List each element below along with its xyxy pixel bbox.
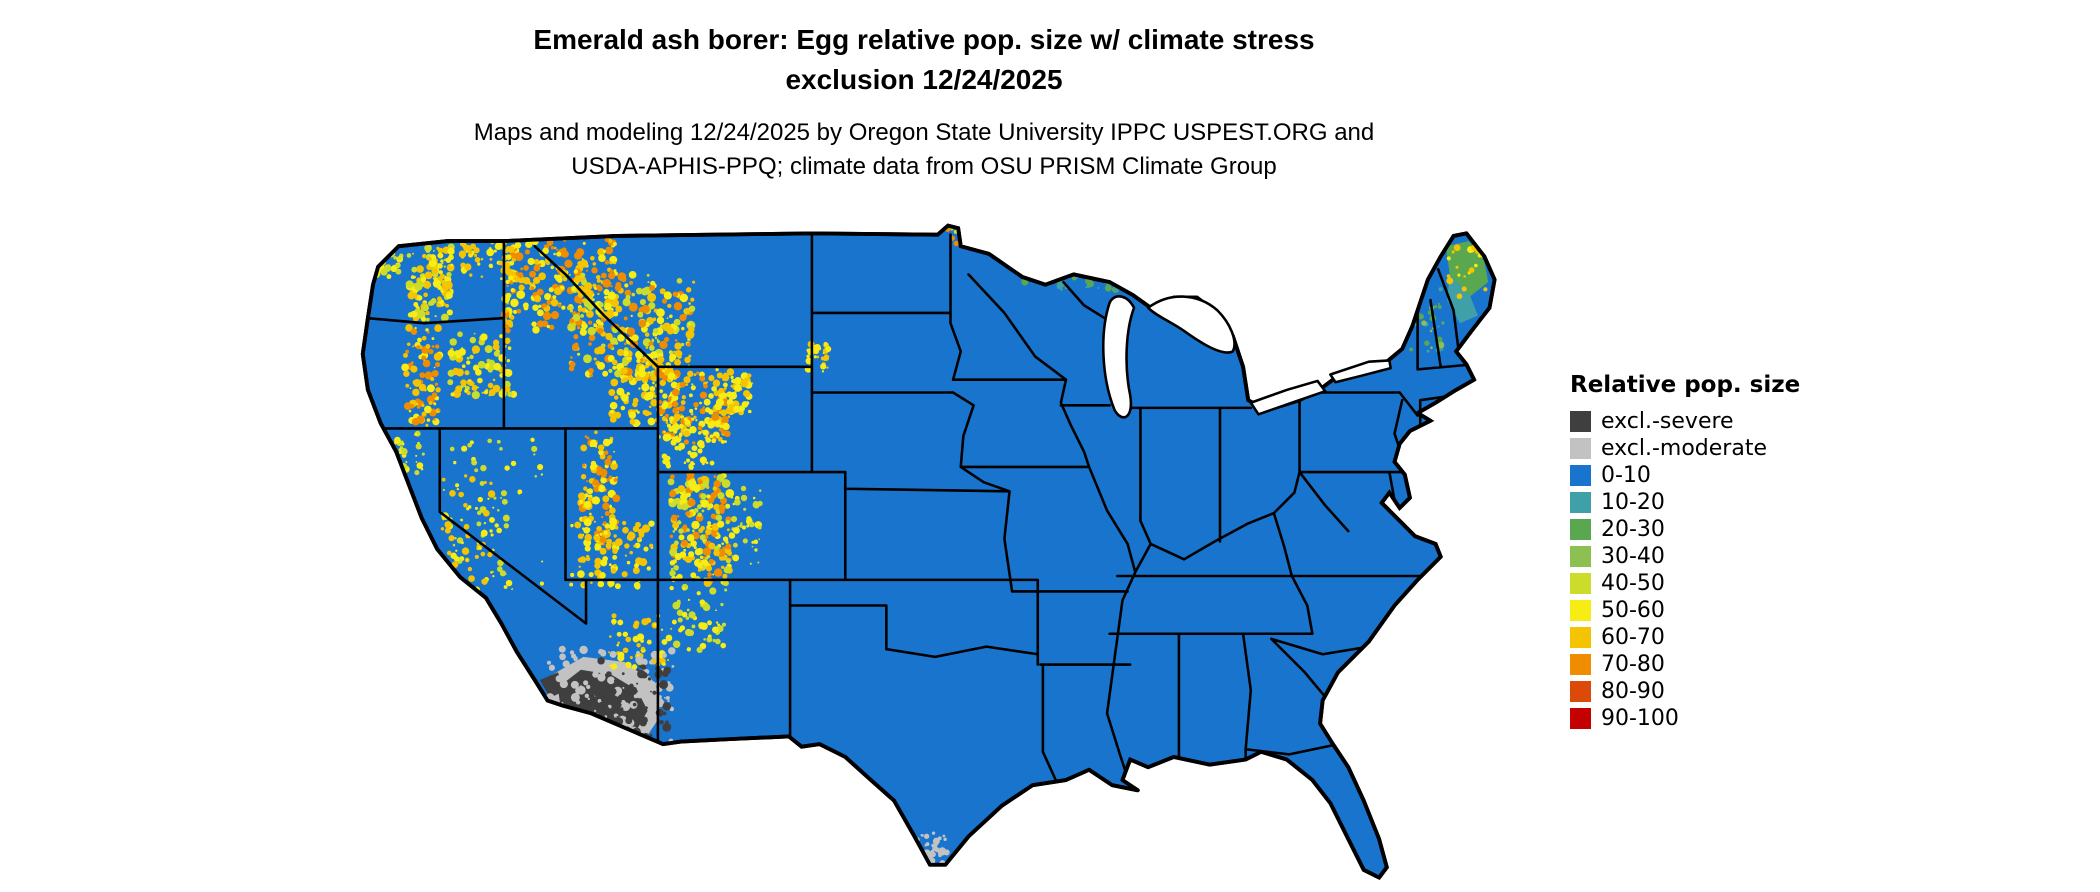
legend-row: 80-90 [1570,678,1800,705]
legend-row: 90-100 [1570,705,1800,732]
legend-swatch [1570,654,1591,675]
legend-label: 20-30 [1601,517,1665,542]
legend-label: 0-10 [1601,463,1651,488]
map-subtitle-line1: Maps and modeling 12/24/2025 by Oregon S… [473,119,1375,146]
map-title-line1: Emerald ash borer: Egg relative pop. siz… [533,24,1315,55]
legend-swatch [1570,573,1591,594]
map-subtitle: Maps and modeling 12/24/2025 by Oregon S… [0,116,1848,184]
legend-swatch [1570,492,1591,513]
legend-swatch [1570,519,1591,540]
lake-erie [1249,379,1327,416]
legend-label: 90-100 [1601,706,1679,731]
map-title: Emerald ash borer: Egg relative pop. siz… [0,20,1848,100]
legend-label: 70-80 [1601,652,1665,677]
legend-label: 10-20 [1601,490,1665,515]
legend-label: excl.-severe [1601,409,1734,434]
lake-ontario [1329,359,1392,384]
legend-row: 70-80 [1570,651,1800,678]
maine-green-patch [1445,241,1489,297]
map-title-line2: exclusion 12/24/2025 [785,64,1063,95]
legend-row: 40-50 [1570,570,1800,597]
legend-swatch [1570,546,1591,567]
great-lakes [1102,295,1392,419]
legend-swatch [1570,708,1591,729]
legend-row: 20-30 [1570,516,1800,543]
legend-swatch [1570,438,1591,459]
legend-label: 40-50 [1601,571,1665,596]
legend-swatch [1570,600,1591,621]
legend-row: 60-70 [1570,624,1800,651]
lake-michigan [1102,295,1136,419]
population-speckles [372,225,1488,870]
legend-rows: excl.-severe excl.-moderate 0-10 10-20 20-30… [1570,408,1800,732]
legend-row: 50-60 [1570,597,1800,624]
legend-row: excl.-moderate [1570,435,1800,462]
legend-title: Relative pop. size [1570,372,1801,398]
state-borders [362,232,1476,782]
legend: Relative pop. size excl.-severe excl.-mod… [1570,372,1800,732]
legend-label: 50-60 [1601,598,1665,623]
lake-huron [1146,295,1236,354]
legend-swatch [1570,411,1591,432]
legend-swatch [1570,681,1591,702]
map-subtitle-line2: USDA-APHIS-PPQ; climate data from OSU PR… [571,153,1277,180]
legend-label: 80-90 [1601,679,1665,704]
us-map-container [296,200,1528,884]
legend-label: 60-70 [1601,625,1665,650]
legend-label: excl.-moderate [1601,436,1767,461]
legend-row: 30-40 [1570,543,1800,570]
legend-swatch [1570,627,1591,648]
legend-swatch [1570,465,1591,486]
map-header: Emerald ash borer: Egg relative pop. siz… [0,20,1848,184]
us-map [360,223,1497,880]
legend-row: 10-20 [1570,489,1800,516]
legend-row: excl.-severe [1570,408,1800,435]
legend-row: 0-10 [1570,462,1800,489]
legend-label: 30-40 [1601,544,1665,569]
